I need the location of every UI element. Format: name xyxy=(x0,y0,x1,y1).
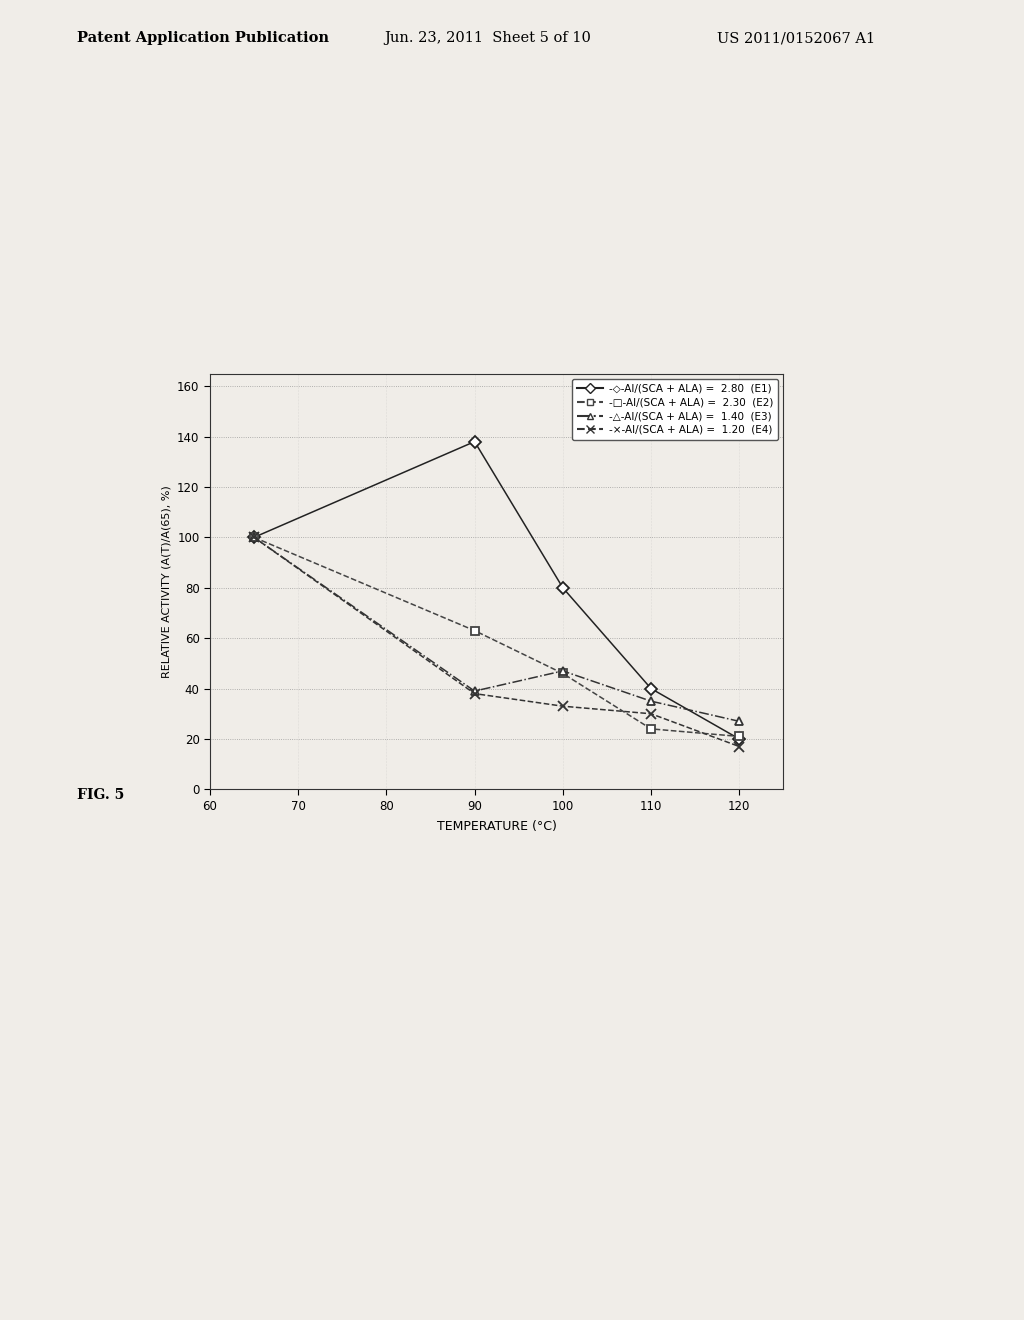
Legend: -◇-Al/(SCA + ALA) =  2.80  (E1), -□-Al/(SCA + ALA) =  2.30  (E2), -△-Al/(SCA + A: -◇-Al/(SCA + ALA) = 2.80 (E1), -□-Al/(SC… xyxy=(572,379,778,440)
Text: Patent Application Publication: Patent Application Publication xyxy=(77,32,329,45)
Text: FIG. 5: FIG. 5 xyxy=(77,788,124,801)
Y-axis label: RELATIVE ACTIVITY (A(T)/A(65), %): RELATIVE ACTIVITY (A(T)/A(65), %) xyxy=(162,484,172,678)
Text: US 2011/0152067 A1: US 2011/0152067 A1 xyxy=(717,32,874,45)
X-axis label: TEMPERATURE (°C): TEMPERATURE (°C) xyxy=(436,820,557,833)
Text: Jun. 23, 2011  Sheet 5 of 10: Jun. 23, 2011 Sheet 5 of 10 xyxy=(384,32,591,45)
